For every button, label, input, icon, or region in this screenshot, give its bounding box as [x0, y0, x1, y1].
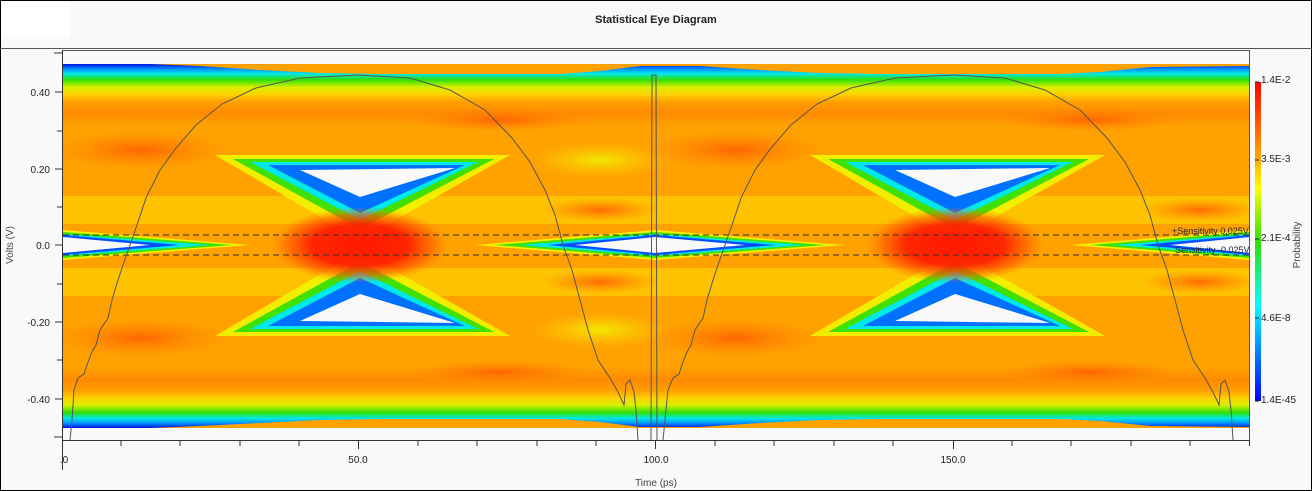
eye-heatmap — [63, 64, 1250, 440]
x-tick-label: 50.0 — [348, 455, 368, 466]
contour-line-1 — [69, 74, 639, 440]
colorbar-tick-label: 3.5E-3 — [1261, 154, 1291, 165]
x-axis-title: Time (ps) — [635, 478, 677, 489]
colorbar-title: Probability — [1292, 222, 1303, 269]
x-axis: .0 50.0 100.0 150.0 Time (ps) — [60, 440, 1250, 489]
sensitivity-label-positive: +Sensitivity 0.025V — [1172, 226, 1249, 236]
y-tick-label: 0.0 — [36, 241, 50, 252]
x-tick-label: .0 — [60, 455, 69, 466]
colorbar-gradient — [1255, 82, 1261, 401]
colorbar-tick-label: 2.1E-4 — [1261, 233, 1291, 244]
colorbar-tick-label: 1.4E-45 — [1261, 395, 1296, 406]
y-tick-label: 0.40 — [31, 88, 51, 99]
x-tick-label: 100.0 — [643, 455, 668, 466]
contour-line-2 — [662, 74, 1234, 440]
y-tick-label: 0.20 — [31, 165, 51, 176]
colorbar-tick-label: 4.6E-8 — [1261, 313, 1291, 324]
y-tick-label: -0.40 — [27, 395, 50, 406]
y-axis-title: Volts (V) — [5, 226, 16, 264]
chart-title: Statistical Eye Diagram — [595, 14, 717, 26]
contour-line-center-spike — [650, 74, 658, 440]
colorbar: 1.4E-2 3.5E-3 2.1E-4 4.6E-8 1.4E-45 Prob… — [1255, 75, 1303, 406]
y-tick-label: -0.20 — [27, 318, 50, 329]
colorbar-tick-label: 1.4E-2 — [1261, 75, 1291, 86]
title-divider — [0, 48, 1312, 49]
sensitivity-label-negative: Sensitivity -0.025V — [1175, 245, 1250, 255]
x-tick-label: 150.0 — [940, 455, 965, 466]
y-axis: 0.40 0.20 0.0 -0.20 -0.40 Volts (V) — [5, 50, 63, 470]
corner-blank — [2, 2, 70, 37]
